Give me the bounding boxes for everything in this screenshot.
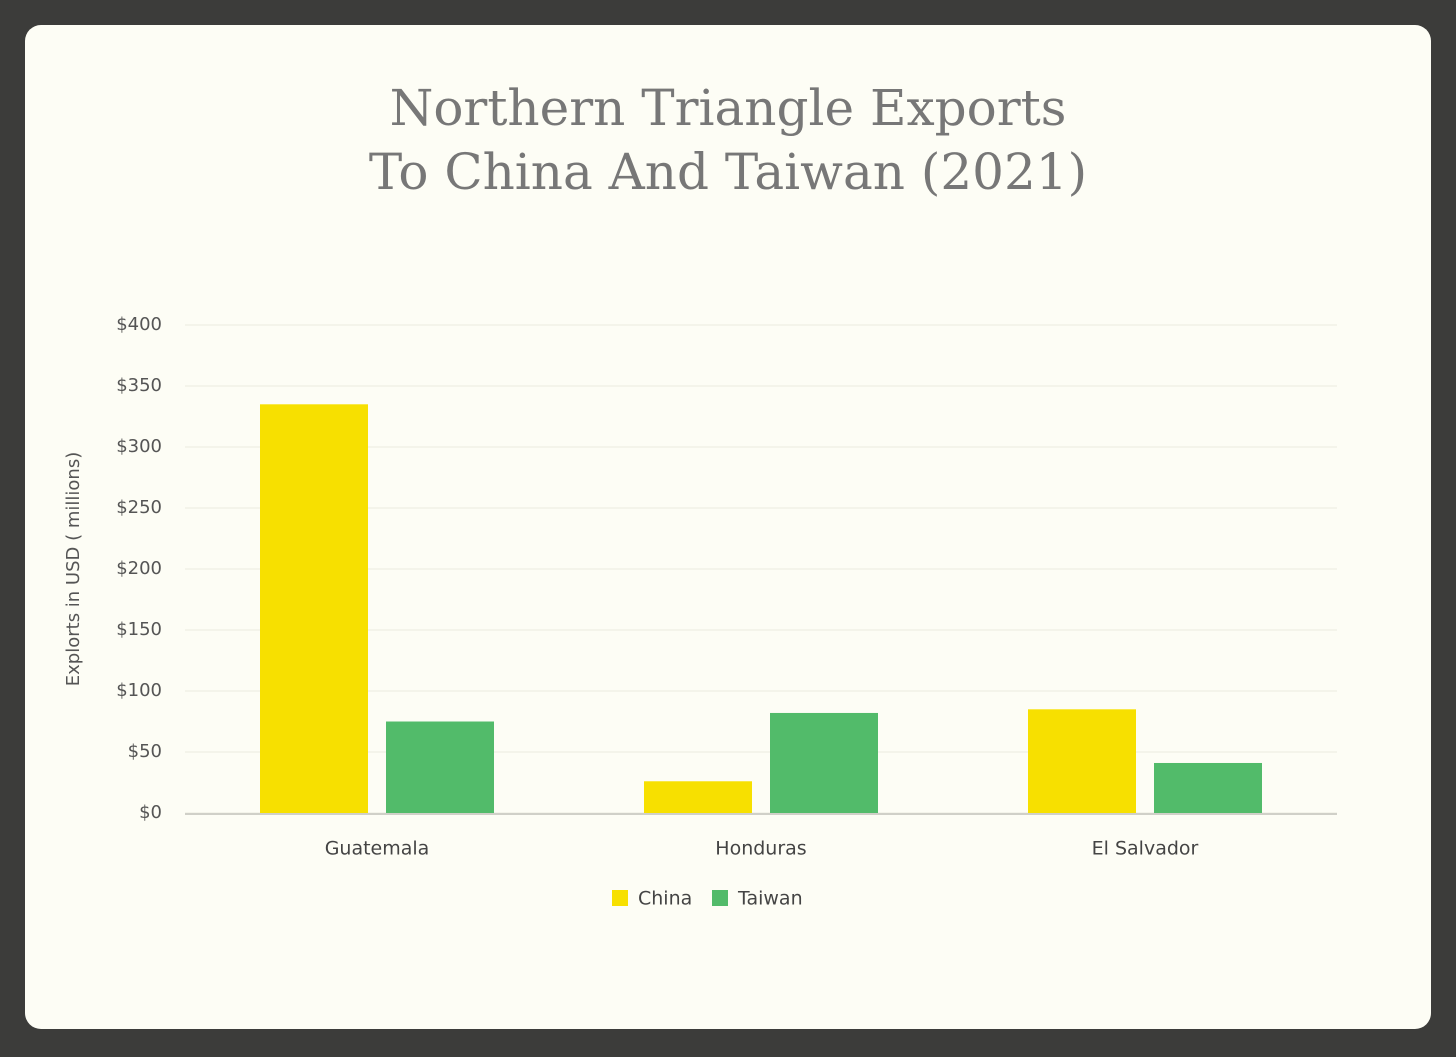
y-tick-label: $300: [116, 436, 162, 457]
y-tick-label: $100: [116, 680, 162, 701]
legend-label: Taiwan: [737, 888, 803, 910]
bar: [260, 404, 368, 813]
y-tick-label: $150: [116, 619, 162, 640]
y-axis-label: Explorts in USD ( millions): [63, 452, 84, 686]
x-tick-label: Honduras: [715, 838, 806, 860]
y-tick-label: $250: [116, 497, 162, 518]
legend-swatch: [612, 890, 628, 906]
x-tick-label: El Salvador: [1092, 838, 1199, 860]
bar: [644, 781, 752, 813]
y-tick-label: $350: [116, 375, 162, 396]
y-tick-label: $50: [128, 741, 162, 762]
chart-title: To China And Taiwan (2021): [369, 143, 1087, 201]
legend-label: China: [638, 888, 692, 910]
bar: [770, 712, 878, 813]
bar: [386, 721, 494, 813]
legend-swatch: [712, 890, 728, 906]
x-tick-label: Guatemala: [325, 838, 430, 860]
bar: [1028, 709, 1136, 813]
y-tick-label: $0: [139, 802, 162, 823]
bar: [1154, 762, 1262, 813]
chart-title: Northern Triangle Exports: [390, 79, 1067, 137]
y-tick-label: $400: [116, 314, 162, 335]
y-tick-label: $200: [116, 558, 162, 579]
